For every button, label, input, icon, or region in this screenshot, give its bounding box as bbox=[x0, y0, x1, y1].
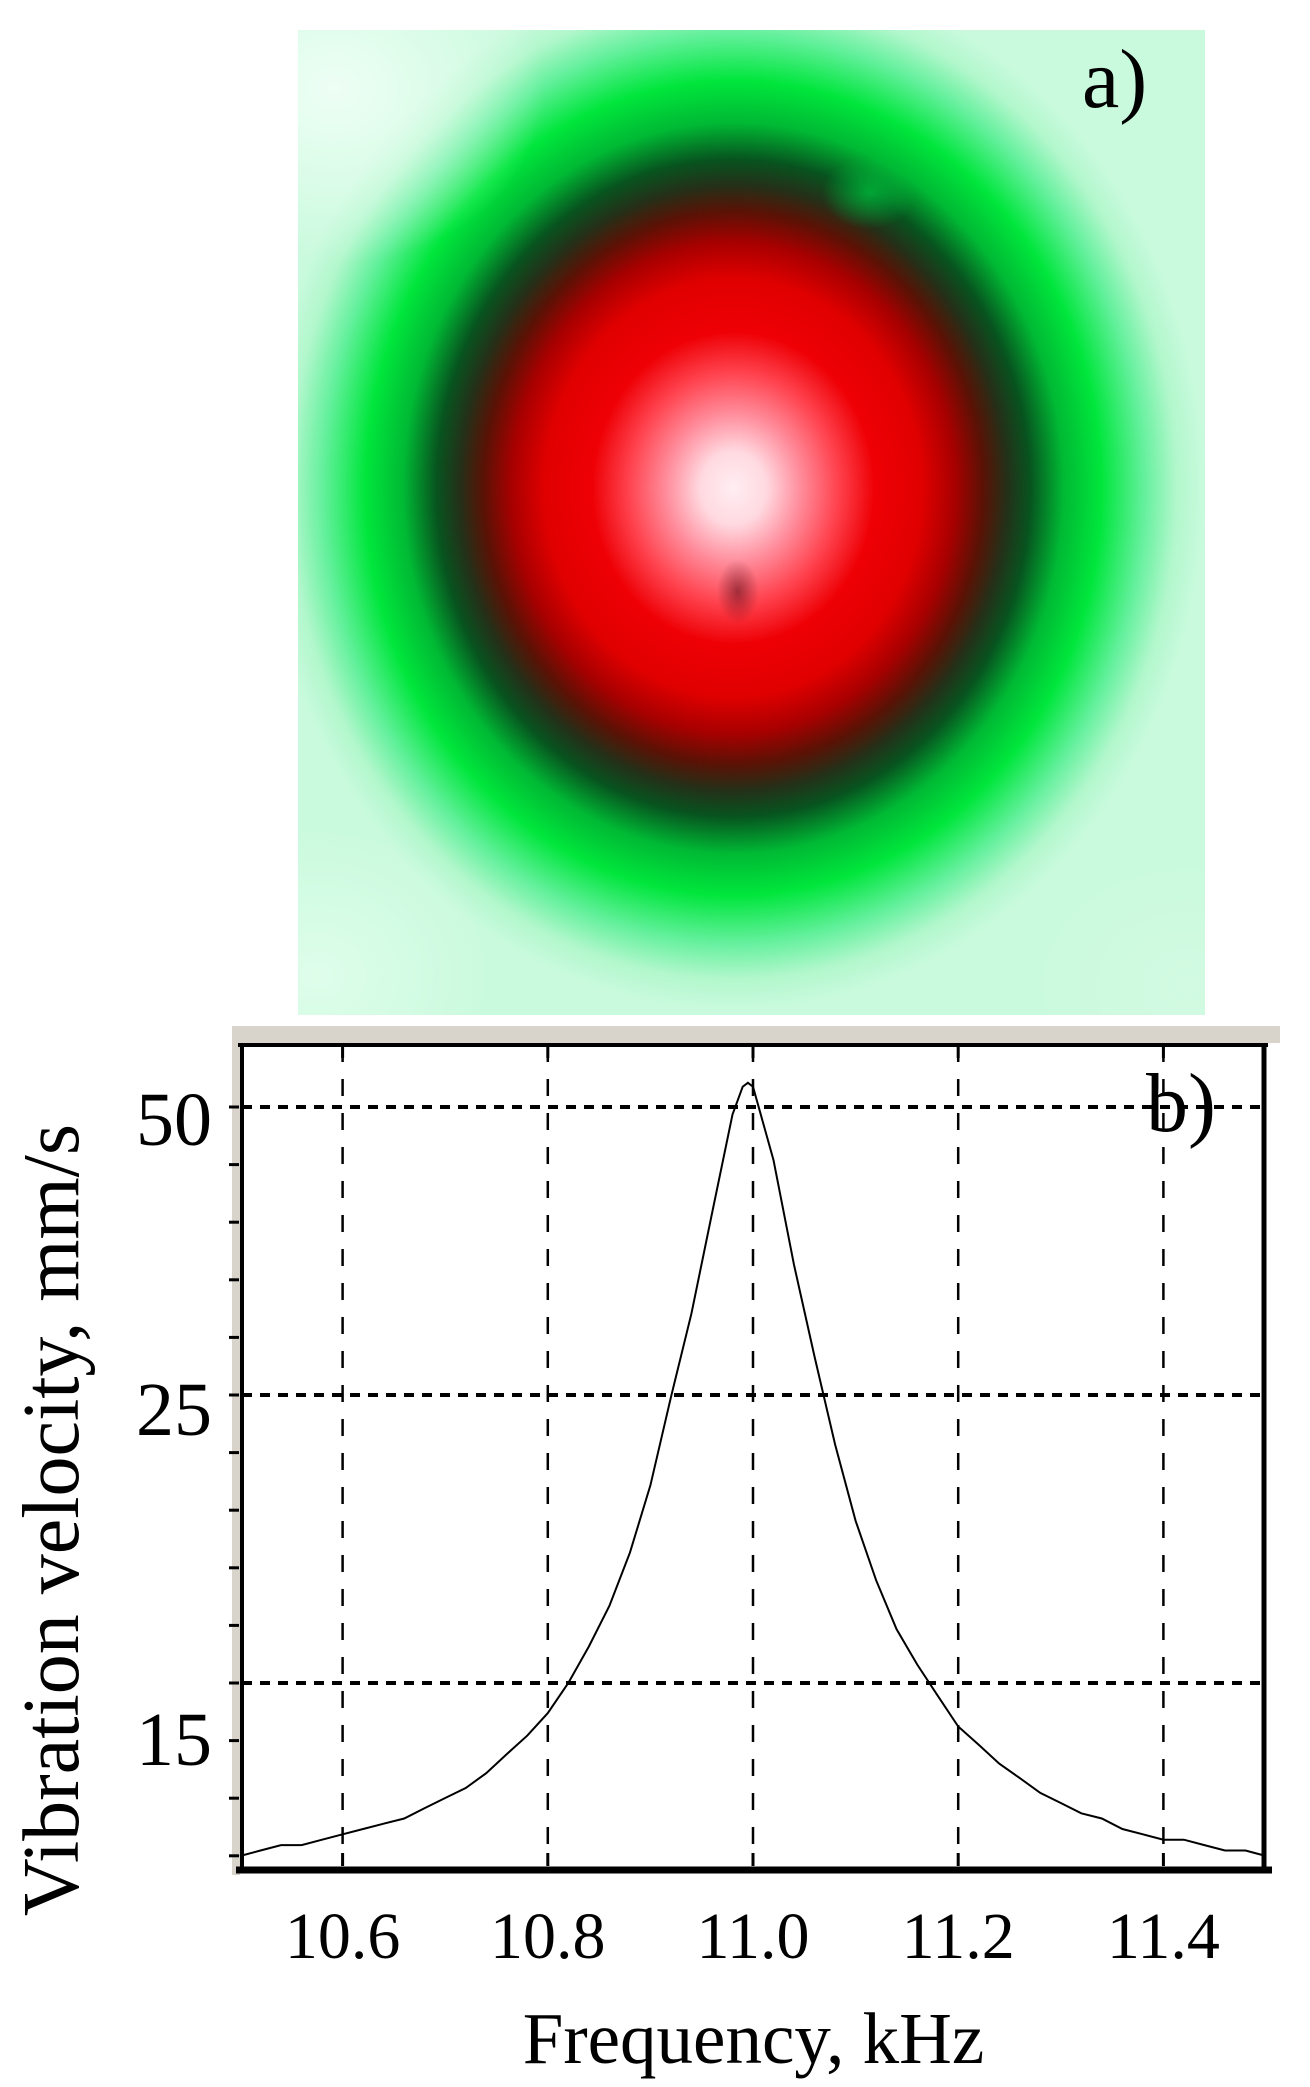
x-tick-label: 11.0 bbox=[696, 1900, 810, 1973]
panel-b-label: b) bbox=[1146, 1057, 1216, 1150]
chart-frame-accent-top bbox=[232, 1026, 1280, 1043]
y-tick-label: 50 bbox=[136, 1078, 212, 1162]
x-tick-label: 10.6 bbox=[284, 1900, 401, 1973]
x-axis-title: Frequency, kHz bbox=[522, 1998, 985, 2079]
y-axis-title: Vibration velocity, mm/s bbox=[8, 1123, 96, 1917]
panel-a-label: a) bbox=[1082, 33, 1148, 126]
chart-frame-accent-left bbox=[232, 1026, 240, 1875]
x-tick-label: 11.4 bbox=[1106, 1900, 1220, 1973]
x-tick-label: 10.8 bbox=[490, 1900, 606, 1973]
x-tick-label: 11.2 bbox=[901, 1900, 1015, 1973]
vibration-heatmap-image bbox=[298, 30, 1205, 1015]
resonance-curve bbox=[239, 1081, 1267, 1857]
y-tick-label: 25 bbox=[136, 1368, 212, 1452]
y-tick-label: 15 bbox=[136, 1698, 212, 1782]
